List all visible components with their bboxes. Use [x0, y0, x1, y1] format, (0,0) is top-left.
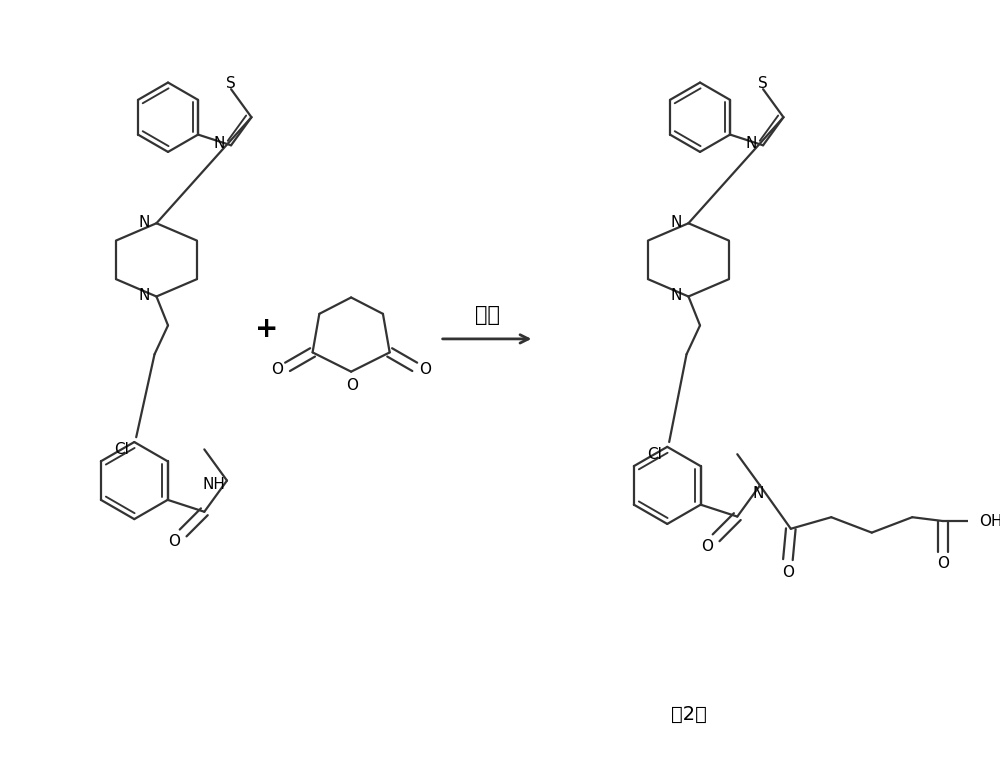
Text: NH: NH [202, 477, 225, 492]
Text: S: S [226, 76, 236, 91]
Text: N: N [138, 288, 150, 303]
Text: Cl: Cl [114, 442, 129, 457]
Text: Cl: Cl [647, 447, 662, 462]
Text: O: O [782, 565, 794, 580]
Text: O: O [419, 362, 431, 377]
Text: S: S [758, 76, 768, 91]
Text: N: N [214, 136, 225, 151]
Text: N: N [670, 288, 682, 303]
Text: （2）: （2） [671, 705, 706, 724]
Text: O: O [346, 378, 358, 393]
Text: O: O [937, 556, 949, 571]
Text: O: O [701, 539, 713, 554]
Text: OH: OH [980, 513, 1000, 529]
Text: N: N [138, 215, 150, 230]
Text: N: N [752, 485, 764, 501]
Text: N: N [746, 136, 757, 151]
Text: 吡啶: 吡啶 [475, 305, 500, 325]
Text: N: N [670, 215, 682, 230]
Text: O: O [168, 534, 180, 549]
Text: O: O [271, 362, 283, 377]
Text: +: + [255, 315, 278, 344]
